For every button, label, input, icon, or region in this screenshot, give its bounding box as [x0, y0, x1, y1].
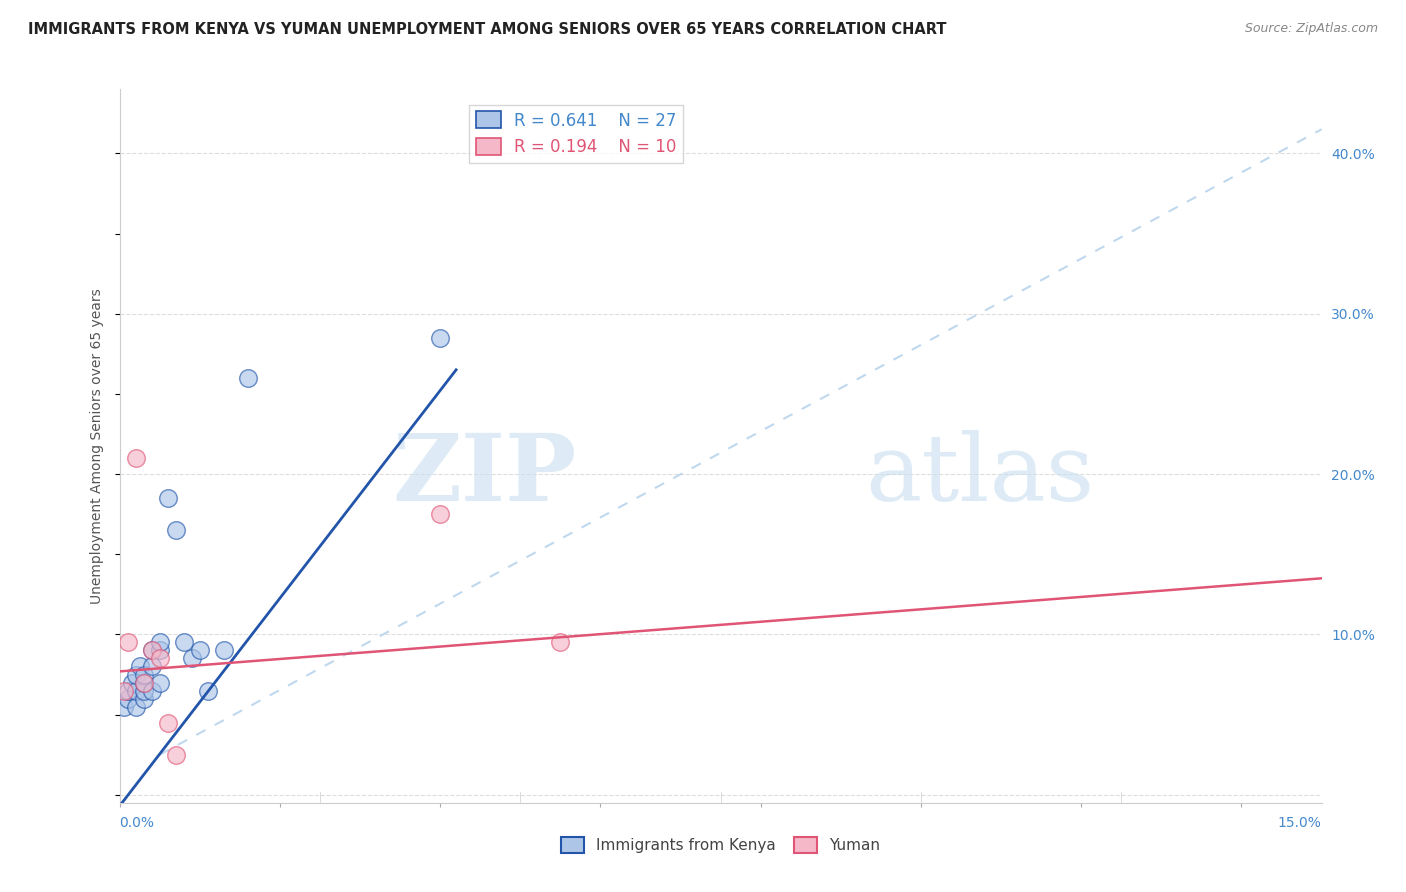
Text: 0.0%: 0.0%: [120, 816, 155, 830]
Text: 15.0%: 15.0%: [1278, 816, 1322, 830]
Point: [165, 747, 187, 762]
Point: [149, 651, 172, 665]
Point: [117, 635, 139, 649]
Point: [112, 699, 135, 714]
Point: [212, 643, 235, 657]
Point: [550, 635, 572, 649]
Point: [132, 683, 155, 698]
Point: [188, 643, 211, 657]
Point: [124, 699, 146, 714]
Point: [124, 667, 146, 681]
Point: [236, 371, 259, 385]
Point: [121, 675, 143, 690]
Point: [132, 691, 155, 706]
Point: [141, 659, 163, 673]
Point: [141, 643, 163, 657]
Point: [132, 675, 155, 690]
Text: IMMIGRANTS FROM KENYA VS YUMAN UNEMPLOYMENT AMONG SENIORS OVER 65 YEARS CORRELAT: IMMIGRANTS FROM KENYA VS YUMAN UNEMPLOYM…: [28, 22, 946, 37]
Point: [149, 635, 172, 649]
Y-axis label: Unemployment Among Seniors over 65 years: Unemployment Among Seniors over 65 years: [90, 288, 104, 604]
Point: [149, 643, 172, 657]
Text: ZIP: ZIP: [392, 430, 576, 519]
Point: [165, 523, 187, 537]
Point: [141, 683, 163, 698]
Text: atlas: atlas: [865, 430, 1094, 519]
Point: [124, 450, 146, 465]
Point: [156, 491, 179, 505]
Point: [117, 691, 139, 706]
Point: [429, 331, 451, 345]
Point: [180, 651, 202, 665]
Legend: R = 0.641    N = 27, R = 0.194    N = 10: R = 0.641 N = 27, R = 0.194 N = 10: [470, 104, 683, 162]
Point: [141, 643, 163, 657]
Point: [197, 683, 219, 698]
Point: [173, 635, 195, 649]
Point: [132, 667, 155, 681]
Point: [132, 675, 155, 690]
Point: [124, 683, 146, 698]
Point: [149, 675, 172, 690]
Point: [429, 507, 451, 521]
Point: [112, 683, 135, 698]
Point: [156, 715, 179, 730]
Text: Source: ZipAtlas.com: Source: ZipAtlas.com: [1244, 22, 1378, 36]
Point: [128, 659, 150, 673]
Point: [117, 683, 139, 698]
